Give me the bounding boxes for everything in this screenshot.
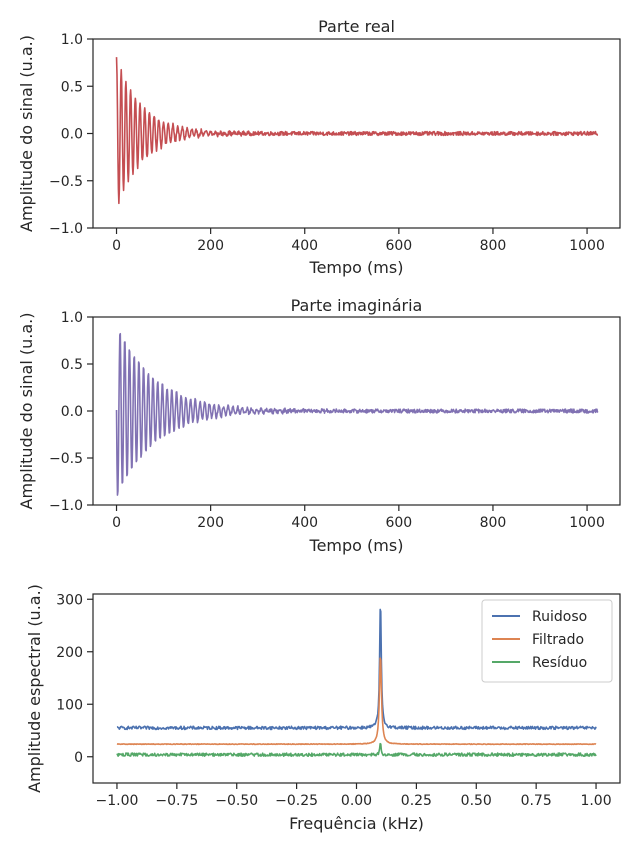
x-tick-label: 1000 <box>569 238 605 254</box>
series-line-imag <box>115 332 599 496</box>
x-tick-label: 600 <box>385 238 412 254</box>
x-axis-label: Frequência (kHz) <box>289 814 424 833</box>
series-line-ruidoso <box>116 608 597 731</box>
x-tick-label: −0.50 <box>215 793 258 809</box>
x-tick-label: 0.25 <box>401 793 432 809</box>
y-axis-label: Amplitude do sinal (u.a.) <box>17 313 36 510</box>
x-tick-label: 0 <box>112 515 121 531</box>
y-tick-label: 0.0 <box>61 127 83 143</box>
y-axis-label: Amplitude espectral (u.a.) <box>25 584 44 793</box>
chart-panel-2: 0 200 400 600 800 1000 −1.0 −0.5 0.0 0.5 1.0 Tempo … <box>17 296 621 555</box>
legend: Ruidoso Filtrado Resíduo <box>481 599 613 683</box>
chart-panel-1: 0 200 400 600 800 1000 −1.0 −0.5 0.0 0.5 1.0 Tempo … <box>17 17 621 277</box>
y-tick-label: 0.0 <box>61 404 83 420</box>
x-tick-label: 0.00 <box>341 793 372 809</box>
x-axis-label: Tempo (ms) <box>309 536 404 555</box>
x-tick-label: −0.25 <box>275 793 318 809</box>
y-tick-label: 1.0 <box>61 310 83 326</box>
y-tick-label: 0 <box>74 750 83 766</box>
x-tick-label: 400 <box>291 238 318 254</box>
y-tick-label: −1.0 <box>49 221 83 237</box>
x-tick-label: −1.00 <box>96 793 139 809</box>
y-tick-label: 100 <box>56 697 83 713</box>
series-line-filtrado <box>116 657 597 746</box>
chart-title: Parte real <box>318 17 395 36</box>
x-tick-label: 200 <box>197 515 224 531</box>
x-tick-label: 0 <box>112 238 121 254</box>
y-tick-label: 300 <box>56 592 83 608</box>
series-line-real <box>115 57 599 205</box>
x-axis-label: Tempo (ms) <box>309 258 404 277</box>
series-line-resíduo <box>116 742 597 758</box>
x-tick-label: 1.00 <box>580 793 611 809</box>
y-tick-label: −0.5 <box>49 451 83 467</box>
y-axis-label: Amplitude do sinal (u.a.) <box>17 35 36 232</box>
x-tick-label: 0.50 <box>461 793 492 809</box>
x-tick-label: 1000 <box>569 515 605 531</box>
y-tick-label: −1.0 <box>49 498 83 514</box>
x-tick-label: 800 <box>480 515 507 531</box>
chart-title: Parte imaginária <box>291 296 423 315</box>
x-tick-label: 400 <box>291 515 318 531</box>
legend-label: Filtrado <box>532 632 584 648</box>
legend-label: Resíduo <box>532 655 587 671</box>
x-tick-label: 600 <box>385 515 412 531</box>
y-tick-label: −0.5 <box>49 174 83 190</box>
y-tick-label: 0.5 <box>61 79 83 95</box>
y-tick-label: 1.0 <box>61 32 83 48</box>
y-tick-label: 200 <box>56 645 83 661</box>
x-tick-label: −0.75 <box>155 793 198 809</box>
y-tick-label: 0.5 <box>61 357 83 373</box>
chart-panel-3: −1.00 −0.75 −0.50 −0.25 0.00 0.25 0.50 0.75 1.00… <box>25 584 621 833</box>
x-tick-label: 0.75 <box>521 793 552 809</box>
legend-label: Ruidoso <box>532 609 587 625</box>
x-tick-label: 800 <box>480 238 507 254</box>
x-tick-label: 200 <box>197 238 224 254</box>
